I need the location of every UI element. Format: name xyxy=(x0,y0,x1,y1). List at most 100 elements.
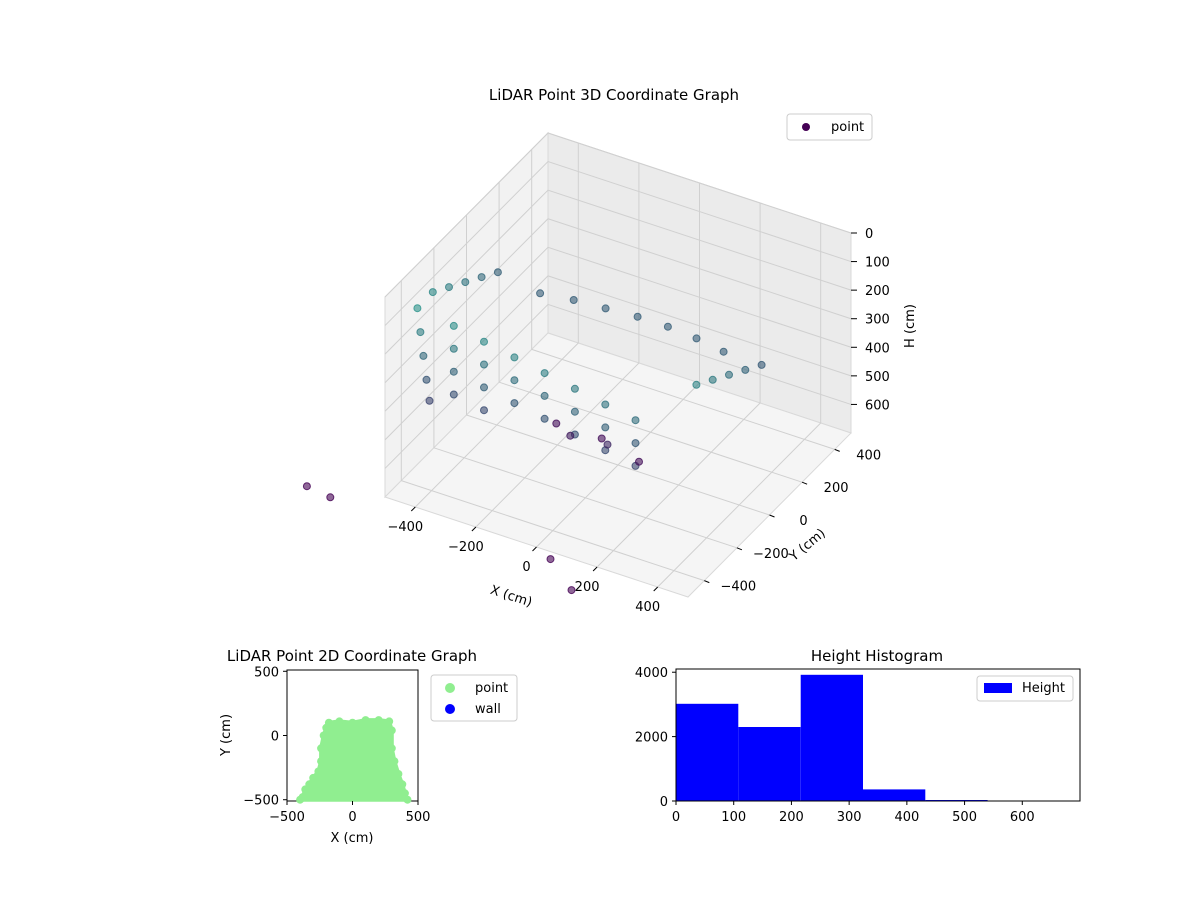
grid-x-4 xyxy=(657,223,822,588)
grid-z-4 xyxy=(384,246,852,412)
point-2d xyxy=(305,780,314,789)
chart-histogram-legend-label: Height xyxy=(1022,681,1065,696)
hist-bar-1 xyxy=(738,727,801,801)
point-2d xyxy=(400,789,409,798)
hist-bar-0 xyxy=(676,703,739,801)
x-tick-mark-4 xyxy=(653,586,659,592)
point-2d xyxy=(374,716,383,725)
y2d-tick-label-2: −500 xyxy=(243,794,279,809)
y-tick-label-0: −400 xyxy=(720,580,756,595)
y-tick-mark-1 xyxy=(736,547,743,551)
point-2d xyxy=(398,780,407,789)
point-3d xyxy=(567,586,576,595)
point-2d xyxy=(335,717,344,726)
x-tick-label-0: −400 xyxy=(387,520,423,535)
x-tick-label-4: 400 xyxy=(635,600,660,615)
grid-y-1 xyxy=(433,247,738,549)
x2d-tick-label-0: −500 xyxy=(269,810,305,825)
point-3d xyxy=(422,375,431,384)
chart-2d-legend-label-point: point xyxy=(475,681,508,696)
grid-z-2 xyxy=(384,189,852,355)
point-3d xyxy=(603,440,612,449)
hx-tick-label-5: 500 xyxy=(952,810,977,825)
point-3d xyxy=(540,369,549,378)
point-2d xyxy=(309,773,318,782)
point-3d xyxy=(635,457,643,466)
point-3d xyxy=(708,375,717,384)
grid-x-1 xyxy=(475,163,640,528)
chart-2d-ylabel: Y (cm) xyxy=(219,714,234,757)
point-3d xyxy=(540,414,549,423)
chart-2d-xlabel: X (cm) xyxy=(331,831,374,846)
x-tick-mark-1 xyxy=(471,526,477,532)
grid-y-0 xyxy=(400,280,705,582)
point-3d xyxy=(302,482,311,491)
point-2d xyxy=(314,767,323,776)
x-tick-mark-2 xyxy=(532,546,537,552)
hy-tick-label-2: 4000 xyxy=(635,666,668,681)
z-tick-label-5: 500 xyxy=(865,370,890,385)
y2d-tick-label-1: 0 xyxy=(271,730,279,745)
chart-histogram-plot-area xyxy=(675,668,1081,802)
chart-2d-legend-marker-wall xyxy=(445,704,455,714)
y-tick-label-2: 0 xyxy=(799,514,807,529)
chart-3d-legend-label: point xyxy=(831,120,864,135)
point-2d xyxy=(319,731,328,740)
chart-3d-ticks: −400 −200 0 200 400 −400 −200 0 200 400 0 100 200 300… xyxy=(387,227,889,615)
grid-z-3 xyxy=(384,218,852,384)
point-2d xyxy=(394,770,403,778)
point-2d xyxy=(385,717,394,726)
point-3d xyxy=(449,367,458,376)
point-3d xyxy=(692,380,701,389)
point-3d xyxy=(601,400,610,409)
point-3d xyxy=(480,406,488,415)
hy-tick-label-1: 2000 xyxy=(635,731,668,746)
point-2d xyxy=(324,718,333,727)
grid-y-3 xyxy=(498,182,803,483)
hx-tick-label-1: 100 xyxy=(721,810,746,825)
chart-2d-ticks: −500 0 500 500 0 −500 xyxy=(243,665,430,825)
point-3d xyxy=(536,289,545,298)
point-3d xyxy=(569,296,578,304)
point-3d xyxy=(510,376,519,385)
x-tick-label-1: −200 xyxy=(448,540,484,555)
chart-3d-legend-box xyxy=(786,113,873,141)
point-3d xyxy=(428,288,437,297)
point-3d xyxy=(552,419,561,428)
point-3d xyxy=(416,328,425,337)
point-3d xyxy=(692,334,701,343)
z-tick-label-4: 400 xyxy=(865,341,890,356)
chart-3d-ylabel: Y (cm) xyxy=(786,526,829,565)
grid-x-3 xyxy=(596,203,761,568)
chart-3d-legend-marker xyxy=(802,123,810,131)
y-tick-mark-4 xyxy=(834,448,840,452)
point-2d xyxy=(317,744,326,753)
z-tick-label-2: 200 xyxy=(865,284,890,299)
hx-tick-label-0: 0 xyxy=(672,810,680,825)
point-2d xyxy=(390,757,399,766)
hist-bar-2 xyxy=(800,674,863,801)
chart-2d-title: LiDAR Point 2D Coordinate Graph xyxy=(227,647,477,665)
x2d-tick-label-2: 500 xyxy=(406,810,431,825)
point-2d xyxy=(387,726,396,735)
hx-tick-label-2: 200 xyxy=(779,810,804,825)
x-tick-mark-0 xyxy=(410,506,416,512)
point-3d xyxy=(449,344,458,353)
chart-2d-legend-label-wall: wall xyxy=(475,702,501,717)
point-3d xyxy=(493,268,502,277)
y2d-tick-label-0: 500 xyxy=(254,665,279,680)
grid-z-0 xyxy=(384,132,852,298)
point-3d xyxy=(757,360,766,369)
z-tick-label-0: 0 xyxy=(865,227,873,242)
point-3d xyxy=(477,273,486,282)
point-3d xyxy=(480,337,488,346)
z-tick-label-3: 300 xyxy=(865,313,890,328)
point-3d xyxy=(631,439,640,448)
point-3d xyxy=(597,434,606,443)
chart-histogram-legend: Height xyxy=(976,675,1074,702)
grid-x-0 xyxy=(414,143,579,508)
point-3d xyxy=(566,431,575,440)
hx-tick-label-3: 300 xyxy=(837,810,862,825)
point-2d xyxy=(317,757,326,766)
point-3d xyxy=(570,384,579,393)
